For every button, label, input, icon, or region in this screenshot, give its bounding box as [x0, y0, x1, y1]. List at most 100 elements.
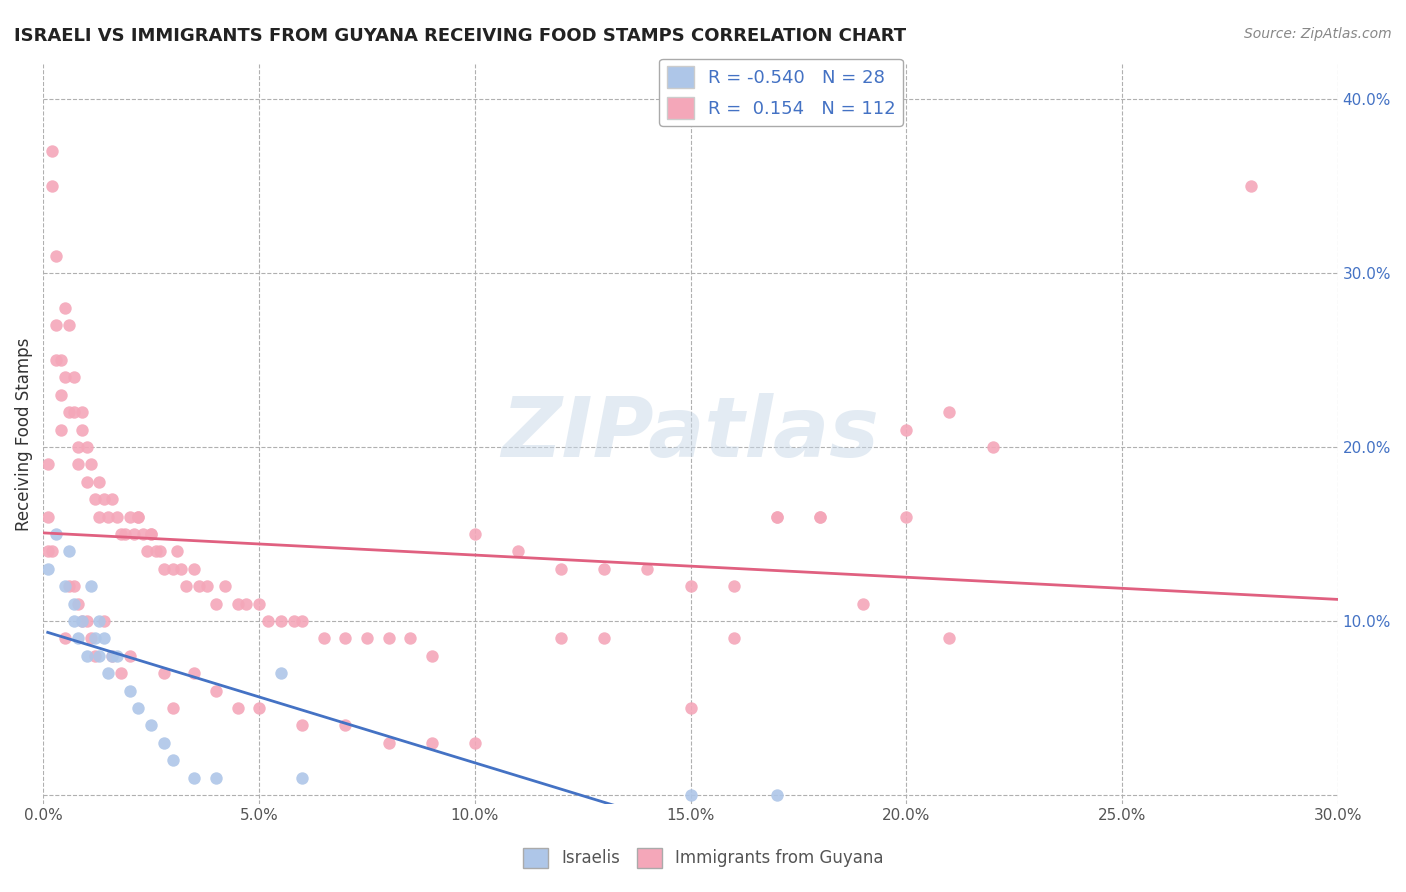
Point — [808, 509, 831, 524]
Point — [118, 683, 141, 698]
Point — [41, 145, 63, 159]
Point — [205, 771, 228, 785]
Point — [377, 632, 399, 646]
Point — [93, 614, 115, 628]
Point — [80, 579, 103, 593]
Point — [37, 544, 59, 558]
Point — [37, 458, 59, 472]
Point — [58, 405, 80, 419]
Point — [89, 614, 111, 628]
Point — [101, 648, 124, 663]
Point — [114, 527, 136, 541]
Point — [41, 544, 63, 558]
Point — [62, 405, 84, 419]
Point — [723, 579, 745, 593]
Point — [66, 597, 89, 611]
Point — [93, 492, 115, 507]
Text: Source: ZipAtlas.com: Source: ZipAtlas.com — [1244, 27, 1392, 41]
Point — [105, 648, 128, 663]
Legend: Israelis, Immigrants from Guyana: Israelis, Immigrants from Guyana — [516, 841, 890, 875]
Point — [938, 405, 960, 419]
Point — [89, 475, 111, 489]
Point — [270, 614, 292, 628]
Point — [118, 509, 141, 524]
Point — [84, 632, 107, 646]
Point — [66, 458, 89, 472]
Point — [166, 544, 188, 558]
Point — [141, 527, 163, 541]
Point — [141, 718, 163, 732]
Point — [356, 632, 378, 646]
Point — [283, 614, 305, 628]
Point — [70, 423, 93, 437]
Point — [105, 509, 128, 524]
Y-axis label: Receiving Food Stamps: Receiving Food Stamps — [15, 337, 32, 531]
Point — [550, 562, 572, 576]
Point — [162, 701, 184, 715]
Point — [808, 509, 831, 524]
Point — [981, 440, 1004, 454]
Point — [76, 440, 98, 454]
Point — [765, 509, 787, 524]
Point — [110, 527, 132, 541]
Point — [45, 318, 67, 333]
Point — [205, 683, 228, 698]
Point — [896, 423, 918, 437]
Point — [312, 632, 335, 646]
Point — [62, 579, 84, 593]
Point — [97, 666, 120, 681]
Point — [420, 736, 443, 750]
Point — [84, 492, 107, 507]
Point — [464, 527, 486, 541]
Point — [101, 648, 124, 663]
Point — [70, 405, 93, 419]
Point — [127, 701, 149, 715]
Point — [399, 632, 422, 646]
Point — [93, 632, 115, 646]
Point — [37, 509, 59, 524]
Point — [45, 249, 67, 263]
Point — [118, 648, 141, 663]
Point — [149, 544, 172, 558]
Point — [76, 475, 98, 489]
Point — [80, 458, 103, 472]
Point — [226, 701, 249, 715]
Text: ZIPatlas: ZIPatlas — [502, 393, 880, 475]
Point — [256, 614, 278, 628]
Point — [183, 666, 205, 681]
Point — [335, 632, 357, 646]
Point — [420, 648, 443, 663]
Point — [45, 527, 67, 541]
Point — [49, 388, 72, 402]
Point — [765, 788, 787, 802]
Point — [270, 666, 292, 681]
Point — [291, 614, 314, 628]
Point — [70, 614, 93, 628]
Point — [53, 370, 76, 384]
Point — [101, 492, 124, 507]
Point — [153, 736, 176, 750]
Point — [593, 562, 616, 576]
Point — [41, 179, 63, 194]
Point — [110, 666, 132, 681]
Point — [183, 771, 205, 785]
Point — [335, 718, 357, 732]
Point — [97, 509, 120, 524]
Point — [76, 614, 98, 628]
Point — [464, 736, 486, 750]
Point — [145, 544, 167, 558]
Point — [938, 632, 960, 646]
Point — [127, 509, 149, 524]
Point — [141, 527, 163, 541]
Point — [58, 318, 80, 333]
Point — [679, 579, 702, 593]
Point — [62, 597, 84, 611]
Point — [62, 614, 84, 628]
Point — [127, 509, 149, 524]
Point — [593, 632, 616, 646]
Text: ISRAELI VS IMMIGRANTS FROM GUYANA RECEIVING FOOD STAMPS CORRELATION CHART: ISRAELI VS IMMIGRANTS FROM GUYANA RECEIV… — [14, 27, 907, 45]
Point — [247, 597, 270, 611]
Point — [550, 632, 572, 646]
Point — [58, 579, 80, 593]
Point — [66, 440, 89, 454]
